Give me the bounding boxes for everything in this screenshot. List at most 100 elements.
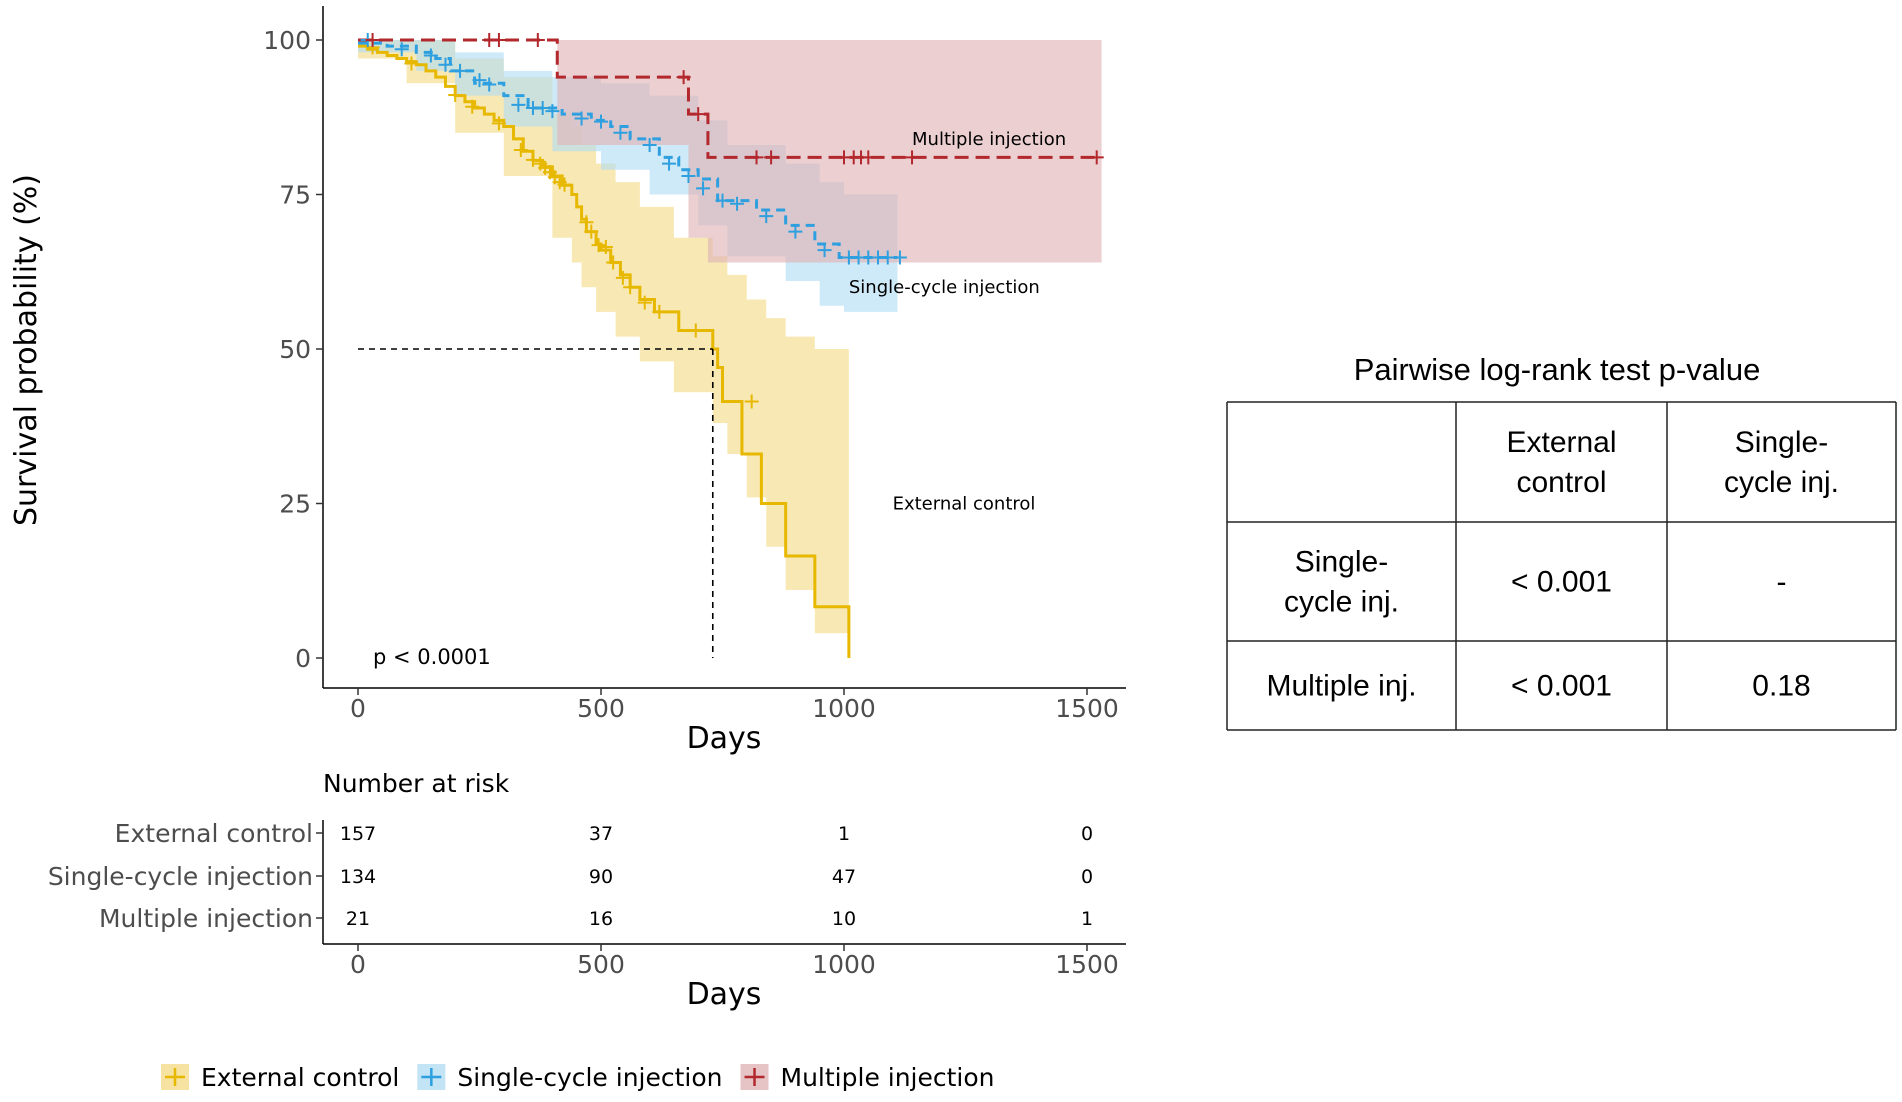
censor-mark — [662, 156, 677, 171]
censor-mark — [482, 77, 497, 92]
confidence-band-3 — [358, 40, 1102, 263]
survival-curve-1 — [358, 44, 851, 658]
censor-mark — [681, 168, 696, 183]
censor-mark — [759, 209, 774, 224]
curve-labels: External control Single-cycle injection Mu… — [849, 129, 1066, 515]
censor-mark — [892, 250, 907, 265]
censor-mark — [438, 57, 453, 72]
censor-mark — [688, 323, 703, 338]
censor-mark — [491, 33, 506, 47]
censor-mark — [817, 243, 832, 258]
pairwise-table-grid — [1226, 401, 1897, 731]
survival-curves — [358, 38, 1102, 658]
censor-mark — [615, 270, 630, 285]
risk-count: 37 — [589, 823, 613, 845]
legend-item-2: Single-cycle injection — [417, 1063, 723, 1092]
legend-label: Multiple injection — [781, 1063, 995, 1092]
survival-curve-2 — [358, 41, 898, 260]
censor-mark — [472, 73, 487, 88]
censor-marks — [360, 33, 1104, 409]
pairwise-pvalue-cell: < 0.001 — [1511, 566, 1612, 599]
censor-mark — [453, 63, 468, 78]
censor-mark — [788, 224, 803, 239]
censor-mark — [448, 88, 463, 103]
censor-mark — [394, 42, 409, 57]
censor-mark — [696, 181, 711, 196]
censor-mark — [861, 150, 876, 165]
pairwise-row-label: Multiple inj. — [1266, 670, 1416, 703]
censor-mark — [591, 238, 606, 253]
x-axis-title: Days — [687, 721, 762, 756]
confidence-bands — [358, 40, 1102, 658]
censor-mark — [557, 177, 572, 192]
censor-mark — [535, 100, 550, 115]
censor-mark — [513, 143, 528, 158]
x-tick-label: 1500 — [1055, 694, 1119, 723]
censor-mark — [691, 107, 706, 122]
legend-line-icon — [165, 1068, 185, 1086]
legend-item-1: External control — [161, 1063, 399, 1092]
censor-mark — [404, 56, 419, 71]
risk-count: 157 — [340, 823, 376, 845]
pairwise-table: Pairwise log-rank test p-value External c… — [1226, 352, 1897, 731]
risk-count: 21 — [346, 908, 370, 930]
censor-mark — [511, 97, 526, 112]
y-tick-label: 50 — [279, 335, 311, 364]
censor-mark — [465, 99, 480, 114]
legend-item-3: Multiple injection — [740, 1063, 995, 1092]
censor-mark — [613, 125, 628, 140]
censor-mark — [545, 104, 560, 119]
y-tick-label: 75 — [279, 181, 311, 210]
curve-label-1: External control — [893, 494, 1036, 515]
risk-row-label: External control — [115, 819, 313, 848]
pairwise-header-cell: External control — [1506, 426, 1616, 499]
legend-label: External control — [201, 1063, 399, 1092]
risk-x-tick-label: 500 — [577, 950, 625, 979]
censor-mark — [744, 394, 759, 409]
pairwise-table-cells: External control Single-cycle inj. Single-c… — [1266, 426, 1839, 703]
censor-mark — [584, 224, 599, 239]
y-tick-label: 0 — [295, 644, 311, 673]
pairwise-table-title: Pairwise log-rank test p-value — [1354, 352, 1761, 387]
censor-mark — [525, 152, 540, 167]
risk-count: 16 — [589, 908, 613, 930]
censor-mark — [530, 33, 545, 47]
x-tick-label: 1000 — [812, 694, 876, 723]
risk-x-tick-label: 0 — [350, 950, 366, 979]
risk-count: 47 — [832, 866, 856, 888]
risk-x-tick-label: 1500 — [1055, 950, 1119, 979]
pairwise-pvalue-cell: 0.18 — [1752, 670, 1810, 703]
censor-mark — [1089, 150, 1104, 165]
y-axis-title: Survival probability (%) — [9, 174, 44, 526]
censor-mark — [905, 150, 920, 165]
pairwise-pvalue-cell: < 0.001 — [1511, 670, 1612, 703]
censor-mark — [880, 250, 895, 265]
risk-x-tick-label: 1000 — [812, 950, 876, 979]
legend-line-icon — [744, 1068, 765, 1086]
censor-mark — [623, 280, 638, 295]
y-ticks: 0 25 50 75 100 — [263, 26, 323, 673]
censor-mark — [730, 196, 745, 211]
legend-line-icon — [421, 1068, 442, 1086]
survival-curve-3 — [358, 38, 1102, 159]
censor-mark — [652, 304, 667, 319]
censor-mark — [574, 111, 589, 126]
legend-label: Single-cycle injection — [457, 1063, 722, 1092]
censor-mark — [491, 116, 506, 131]
risk-table-title: Number at risk — [323, 769, 510, 798]
risk-count: 90 — [589, 866, 613, 888]
risk-count: 1 — [838, 823, 850, 845]
km-plot: 0 25 50 75 100 0 500 1000 1500 External control… — [9, 6, 1126, 756]
median-survival-lines — [358, 348, 714, 658]
risk-count: 10 — [832, 908, 856, 930]
pairwise-row-label: Single-cycle inj. — [1284, 546, 1399, 619]
risk-x-ticks: 0 500 1000 1500 — [350, 944, 1119, 979]
risk-row-label: Single-cycle injection — [48, 862, 313, 891]
y-tick-label: 25 — [279, 490, 311, 519]
legend: External control Single-cycle injection Mu… — [161, 1063, 995, 1092]
curve-label-3: Multiple injection — [912, 129, 1066, 150]
curve-label-2: Single-cycle injection — [849, 277, 1040, 298]
pairwise-header-cell: Single-cycle inj. — [1724, 426, 1839, 499]
risk-count: 1 — [1081, 908, 1093, 930]
